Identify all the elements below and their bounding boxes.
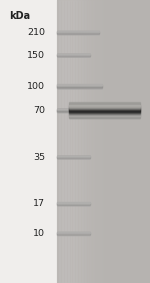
Bar: [97, 0, 99, 283]
Text: 10: 10: [33, 229, 45, 238]
Bar: [83, 0, 85, 283]
Bar: [69, 110, 140, 111]
Bar: [100, 0, 102, 283]
Bar: [105, 0, 107, 283]
Bar: [113, 0, 114, 283]
Bar: [111, 0, 113, 283]
Bar: [142, 0, 144, 283]
Bar: [57, 0, 58, 283]
Bar: [80, 0, 82, 283]
Bar: [69, 109, 140, 110]
Bar: [69, 113, 140, 114]
Bar: [144, 0, 145, 283]
Bar: [122, 0, 124, 283]
Bar: [69, 102, 140, 103]
Bar: [69, 106, 140, 107]
Bar: [108, 0, 110, 283]
Text: 35: 35: [33, 153, 45, 162]
Bar: [90, 0, 91, 283]
Bar: [116, 0, 117, 283]
Bar: [99, 0, 100, 283]
Text: 210: 210: [27, 28, 45, 37]
Bar: [62, 0, 63, 283]
Bar: [148, 0, 150, 283]
Bar: [72, 0, 74, 283]
Bar: [82, 0, 83, 283]
Text: 17: 17: [33, 199, 45, 208]
Bar: [117, 0, 119, 283]
Bar: [69, 103, 140, 104]
Bar: [124, 0, 125, 283]
Bar: [69, 104, 140, 105]
Bar: [65, 0, 66, 283]
Bar: [125, 0, 127, 283]
Bar: [69, 117, 140, 118]
Bar: [131, 0, 133, 283]
Bar: [69, 0, 71, 283]
Bar: [69, 105, 140, 106]
Bar: [71, 0, 72, 283]
Bar: [69, 107, 140, 108]
Bar: [86, 0, 88, 283]
Bar: [147, 0, 148, 283]
Bar: [66, 0, 68, 283]
Bar: [69, 108, 140, 109]
Text: 70: 70: [33, 106, 45, 115]
Bar: [69, 112, 140, 113]
Bar: [94, 0, 96, 283]
Text: kDa: kDa: [9, 10, 30, 21]
Text: 150: 150: [27, 51, 45, 60]
Bar: [79, 0, 80, 283]
Bar: [102, 0, 104, 283]
Bar: [127, 0, 128, 283]
Bar: [135, 0, 136, 283]
Bar: [88, 0, 90, 283]
Bar: [74, 0, 76, 283]
Bar: [130, 0, 131, 283]
Bar: [68, 0, 69, 283]
Bar: [69, 111, 140, 112]
Bar: [85, 0, 86, 283]
Bar: [145, 0, 147, 283]
Bar: [139, 0, 141, 283]
Text: 100: 100: [27, 82, 45, 91]
Bar: [58, 0, 60, 283]
Bar: [69, 114, 140, 115]
Bar: [141, 0, 142, 283]
Bar: [91, 0, 93, 283]
Bar: [77, 0, 79, 283]
Bar: [69, 116, 140, 117]
Bar: [93, 0, 94, 283]
Bar: [63, 0, 65, 283]
Bar: [133, 0, 135, 283]
Bar: [107, 0, 108, 283]
Bar: [57, 0, 150, 283]
Bar: [138, 0, 139, 283]
Bar: [110, 0, 111, 283]
Bar: [128, 0, 130, 283]
Bar: [119, 0, 121, 283]
Bar: [69, 115, 140, 116]
Bar: [136, 0, 138, 283]
Bar: [103, 0, 105, 283]
Bar: [96, 0, 97, 283]
Bar: [121, 0, 122, 283]
Bar: [114, 0, 116, 283]
Bar: [76, 0, 77, 283]
Bar: [60, 0, 62, 283]
